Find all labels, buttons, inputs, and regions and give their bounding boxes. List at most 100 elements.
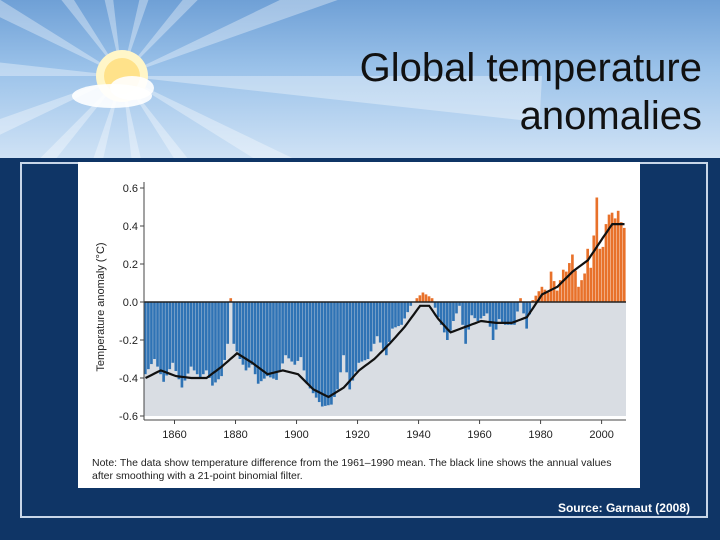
anomaly-bar	[574, 270, 577, 302]
anomaly-bar	[162, 302, 165, 382]
anomaly-bar	[281, 302, 284, 364]
anomaly-bar	[525, 302, 528, 329]
anomaly-bar	[418, 295, 422, 302]
anomaly-bar	[516, 302, 519, 312]
anomaly-bar	[507, 302, 510, 325]
anomaly-bar	[147, 302, 150, 370]
anomaly-bar	[409, 302, 413, 306]
anomaly-bar	[180, 302, 184, 388]
y-tick-label: -0.6	[119, 411, 138, 423]
anomaly-bar	[323, 302, 327, 406]
anomaly-bar	[494, 302, 498, 330]
anomaly-bar	[247, 302, 251, 368]
anomaly-bar	[430, 298, 434, 302]
anomaly-bar	[159, 302, 162, 375]
anomaly-bar	[577, 286, 580, 302]
anomaly-bar	[378, 302, 382, 343]
anomaly-bar	[568, 263, 571, 302]
anomaly-bar	[513, 302, 516, 325]
chart-axes: 0.6 0.4 0.2 0.0 -0.2 -0.4 -0.6 1860 1880 1900 1920…	[119, 182, 626, 441]
anomaly-bar	[241, 302, 245, 365]
anomaly-bar	[385, 302, 388, 356]
sun-ray	[0, 62, 122, 76]
anomaly-bar	[571, 254, 574, 302]
anomaly-bar	[500, 302, 504, 322]
anomaly-bar	[287, 302, 291, 359]
anomaly-bar	[510, 302, 513, 325]
x-tick-label: 1960	[467, 429, 491, 441]
anomaly-bar	[177, 302, 181, 380]
anomaly-bar	[555, 290, 559, 302]
anomaly-bar	[220, 302, 223, 377]
sunburst-background	[0, 0, 542, 158]
anomaly-bar	[400, 302, 403, 325]
anomaly-bar	[482, 302, 486, 316]
anomaly-bar	[269, 302, 272, 378]
anomaly-bar	[201, 302, 205, 375]
chart-panel: 0.6 0.4 0.2 0.0 -0.2 -0.4 -0.6 1860 1880 1900 1920…	[78, 162, 640, 488]
anomaly-bar	[595, 197, 599, 302]
anomaly-bar	[461, 302, 464, 325]
anomaly-bar	[503, 302, 507, 325]
anomaly-bar	[153, 302, 156, 359]
anomaly-bar	[165, 302, 169, 376]
anomaly-bar	[558, 280, 562, 302]
anomaly-bar	[479, 302, 483, 319]
slide-title: Global temperature anomalies	[359, 46, 702, 138]
anomaly-bar	[381, 302, 385, 349]
anomaly-bar	[442, 302, 446, 333]
anomaly-bar	[458, 302, 461, 306]
anomaly-bar	[226, 302, 230, 344]
anomaly-bar	[256, 302, 260, 384]
anomaly-bar	[296, 302, 300, 361]
x-tick-label: 1880	[223, 429, 247, 441]
anomaly-bar	[244, 302, 248, 371]
anomaly-bar	[598, 248, 602, 302]
anomaly-bar	[354, 302, 358, 372]
sun-ray	[0, 0, 122, 76]
anomaly-bar	[308, 302, 312, 389]
anomaly-bar	[253, 302, 257, 375]
anomaly-bar	[537, 291, 541, 302]
cloud-icon	[72, 76, 154, 108]
anomaly-bar	[613, 218, 617, 302]
anomaly-bar	[348, 302, 352, 390]
chart-note: Note: The data show temperature differen…	[92, 457, 612, 482]
source-credit: Source: Garnaut (2008)	[557, 501, 690, 515]
anomaly-bar	[446, 302, 449, 340]
anomaly-bar	[421, 292, 425, 302]
anomaly-bar	[305, 302, 309, 384]
anomaly-bar	[427, 296, 431, 302]
y-tick-label: 0.0	[123, 297, 138, 309]
anomaly-bar	[394, 302, 397, 328]
anomaly-bar	[275, 302, 278, 380]
anomaly-bar	[302, 302, 306, 371]
anomaly-bar	[223, 302, 226, 360]
anomaly-bar	[174, 302, 178, 372]
anomaly-bar	[519, 298, 522, 302]
anomaly-bar	[320, 302, 324, 407]
anomaly-bar	[317, 302, 321, 403]
y-tick-label: -0.2	[119, 335, 138, 347]
anomaly-bar	[452, 302, 455, 321]
anomaly-bar	[546, 292, 550, 302]
anomaly-bar	[406, 302, 410, 313]
anomaly-bar	[205, 302, 208, 371]
anomaly-bar	[250, 302, 254, 365]
anomaly-bar	[339, 302, 342, 373]
anomaly-bar	[183, 302, 187, 381]
anomaly-bar	[485, 302, 489, 314]
anomaly-bar	[604, 224, 608, 302]
anomaly-bar	[424, 294, 428, 302]
anomaly-bar	[388, 302, 391, 342]
anomaly-bar	[403, 302, 406, 319]
x-tick-label: 1940	[406, 429, 430, 441]
anomaly-bar	[476, 302, 480, 321]
sun-ray	[122, 76, 542, 123]
anomaly-bar	[543, 289, 547, 302]
anomaly-bar	[342, 302, 345, 356]
anomaly-bar	[351, 302, 355, 381]
anomaly-bar	[278, 302, 281, 372]
anomaly-bar	[497, 302, 501, 320]
anomaly-bar	[586, 248, 589, 302]
